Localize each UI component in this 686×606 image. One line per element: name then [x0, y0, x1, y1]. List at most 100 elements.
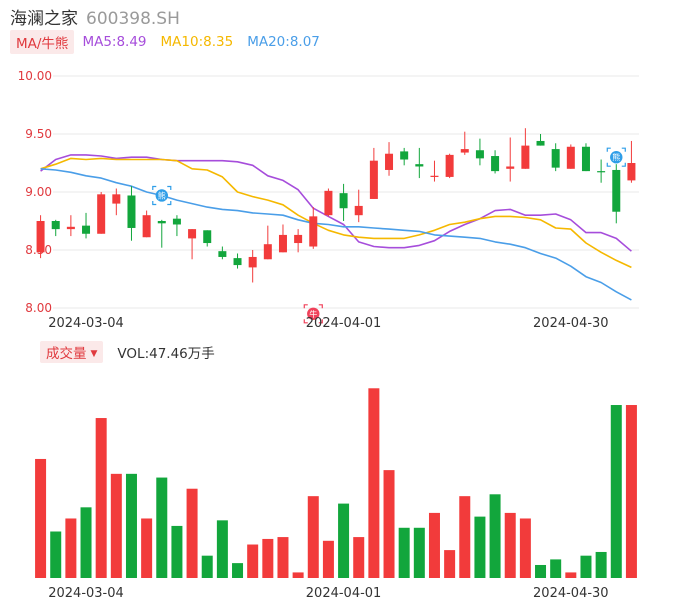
candle-body: [460, 149, 469, 153]
candle-body: [82, 225, 91, 234]
candle-body: [157, 221, 166, 224]
candles: [36, 128, 636, 283]
volume-bar: [444, 550, 456, 578]
price-date-axis: 2024-03-04 2024-04-01 2024-04-30: [48, 316, 608, 331]
candle-body: [339, 193, 348, 209]
candle-body: [203, 230, 212, 244]
ma10-line: [40, 157, 632, 269]
candle: [612, 164, 621, 224]
price-grid: [53, 75, 639, 309]
volume-bar: [625, 405, 637, 578]
candle: [36, 215, 45, 259]
candle-body: [445, 154, 454, 177]
volume-bar: [550, 559, 562, 578]
marker-label: 熊: [158, 190, 166, 200]
volume-bar: [504, 512, 516, 578]
volume-bar: [141, 518, 153, 578]
caret-down-icon: ▼: [90, 349, 98, 359]
candle-body: [324, 190, 333, 216]
candle-body: [127, 195, 136, 228]
candle-body: [278, 234, 287, 253]
volume-bar: [474, 516, 486, 578]
volume-bar: [156, 477, 168, 578]
ma20-line: [40, 168, 632, 301]
volume-bar: [383, 470, 395, 578]
candle-body: [112, 194, 121, 204]
volume-bar: [519, 518, 531, 578]
candle: [491, 150, 500, 174]
candle-body: [491, 156, 500, 172]
bear-marker: 熊: [606, 147, 626, 167]
ma5-legend: MA5:8.49: [82, 34, 147, 50]
candle: [324, 188, 333, 217]
candle: [460, 131, 469, 155]
candle: [354, 189, 363, 223]
candle-body: [627, 163, 636, 181]
marker-badge: [155, 189, 168, 202]
volume-bar: [292, 572, 304, 578]
candle: [294, 229, 303, 253]
volume-bar: [322, 540, 334, 578]
candle-body: [415, 164, 424, 167]
volume-bar: [201, 555, 213, 578]
volume-bar: [50, 531, 62, 578]
candle: [66, 215, 75, 237]
candle-body: [309, 216, 318, 247]
price-date-label: 2024-04-01: [306, 316, 382, 331]
candle-body: [506, 166, 515, 169]
marker-label: 牛: [309, 309, 317, 319]
volume-bar: [610, 405, 622, 578]
volume-bar: [428, 512, 440, 578]
candle: [188, 229, 197, 260]
volume-bar: [35, 458, 47, 578]
ma-legend: MA/牛熊 MA5:8.49 MA10:8.35 MA20:8.07: [10, 30, 334, 54]
candle-body: [172, 218, 181, 225]
volume-bar: [277, 537, 289, 578]
candle: [157, 219, 166, 248]
candle: [309, 207, 318, 249]
marker-badge: [307, 307, 320, 320]
candle-body: [551, 149, 560, 168]
candle: [551, 143, 560, 172]
candle: [82, 212, 91, 239]
candle: [566, 144, 575, 169]
volume-bar: [232, 563, 244, 578]
ma-lines: [40, 154, 632, 301]
candle: [172, 215, 181, 237]
volume-value: VOL:47.46万手: [117, 346, 215, 362]
price-tick-label: 10.00: [18, 69, 52, 83]
marker-badge: [610, 151, 623, 164]
candle: [233, 253, 242, 269]
candle: [445, 153, 454, 179]
ma10-legend: MA10:8.35: [160, 34, 234, 50]
candle-body: [612, 169, 621, 212]
candle-body: [430, 175, 439, 177]
candle: [248, 250, 257, 283]
marker-label: 熊: [612, 152, 620, 162]
bear-marker: 熊: [152, 185, 172, 206]
candle-body: [369, 160, 378, 199]
volume-bar: [186, 488, 198, 578]
volume-bar: [413, 527, 425, 578]
volume-bar: [353, 537, 365, 578]
volume-bar: [535, 564, 547, 578]
volume-bar: [110, 473, 122, 578]
ma-indicator-tab[interactable]: MA/牛熊: [10, 30, 75, 54]
candle-body: [536, 140, 545, 146]
volume-indicator-dropdown[interactable]: 成交量 ▼: [40, 341, 104, 363]
candle-body: [218, 251, 227, 257]
marker-frame: [606, 147, 626, 167]
candle: [597, 159, 606, 183]
volume-bar: [595, 551, 607, 578]
volume-date-label: 2024-04-01: [306, 586, 382, 601]
candle-body: [51, 221, 60, 230]
candle-body: [188, 229, 197, 239]
candle-body: [597, 171, 606, 173]
candle-body: [566, 146, 575, 169]
bull-bear-markers: 熊牛 熊: [152, 147, 626, 324]
candle-body: [142, 215, 151, 238]
candle: [339, 183, 348, 221]
candle: [536, 134, 545, 146]
volume-bar: [171, 525, 183, 578]
